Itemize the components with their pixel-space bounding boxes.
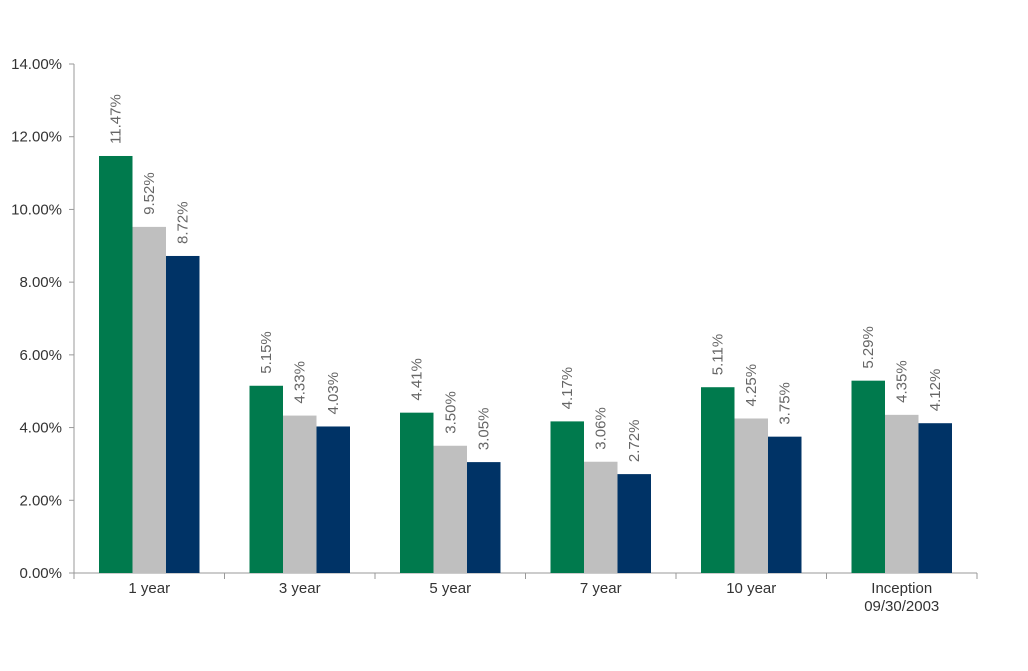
bar: [768, 436, 802, 573]
x-category-label: 7 year: [580, 580, 622, 597]
bar-value-label: 3.05%: [476, 408, 493, 451]
y-tick-label: 0.00%: [19, 565, 62, 582]
bar-value-label: 4.25%: [743, 364, 760, 407]
bar-value-label: 3.50%: [442, 391, 459, 434]
x-category-label: Inception: [871, 580, 932, 597]
bar-value-label: 5.11%: [710, 334, 727, 375]
bar-value-label: 11.47%: [108, 94, 125, 144]
bar: [467, 462, 501, 573]
y-tick-label: 2.00%: [19, 492, 62, 509]
bar-value-label: 4.03%: [325, 372, 342, 415]
bars: [99, 155, 952, 574]
bar: [166, 255, 200, 574]
bar: [132, 226, 166, 573]
bar: [249, 385, 283, 573]
bar: [283, 415, 317, 573]
y-tick-label: 6.00%: [19, 347, 62, 364]
bar: [433, 445, 467, 573]
y-tick-label: 14.00%: [11, 56, 62, 73]
bar: [734, 418, 768, 573]
x-category-label: 10 year: [726, 580, 776, 597]
bar-value-label: 4.41%: [409, 358, 426, 401]
bar: [550, 421, 584, 573]
bar: [400, 412, 434, 573]
x-category-label: 09/30/2003: [864, 598, 939, 615]
y-tick-label: 8.00%: [19, 274, 62, 291]
bar: [918, 423, 952, 573]
bar: [99, 155, 133, 573]
bar-value-label: 5.29%: [860, 326, 877, 369]
x-category-label: 5 year: [429, 580, 471, 597]
bar: [885, 414, 919, 573]
bar: [701, 387, 735, 573]
bar: [584, 461, 618, 573]
x-category-label: 3 year: [279, 580, 321, 597]
data-labels: 11.47% 9.52% 8.72% 5.15% 4.33% 4.03% 4.41% 3.50…: [108, 94, 945, 462]
bar: [851, 380, 885, 573]
y-tick-label: 12.00%: [11, 129, 62, 146]
bar-value-label: 4.12%: [927, 369, 944, 412]
x-category-label: 1 year: [128, 580, 170, 597]
bar-value-label: 3.06%: [593, 407, 610, 450]
y-tick-label: 10.00%: [11, 201, 62, 218]
bar-value-label: 4.17%: [559, 367, 576, 410]
bar: [617, 474, 651, 573]
bar-value-label: 4.35%: [894, 360, 911, 403]
bar-value-label: 8.72%: [175, 201, 192, 244]
bar-value-label: 2.72%: [626, 420, 643, 463]
bar: [316, 426, 350, 573]
bar-value-label: 3.75%: [777, 382, 794, 425]
x-axis: 1 year 3 year 5 year 7 year 10 year Inception…: [73, 572, 978, 615]
bar-value-label: 4.33%: [292, 361, 309, 404]
bar-value-label: 5.15%: [258, 331, 275, 374]
y-axis: 0.00% 2.00% 4.00% 6.00% 8.00% 10.00% 12.00% 14.…: [11, 56, 75, 582]
bar-value-label: 9.52%: [141, 172, 158, 215]
y-tick-label: 4.00%: [19, 420, 62, 437]
